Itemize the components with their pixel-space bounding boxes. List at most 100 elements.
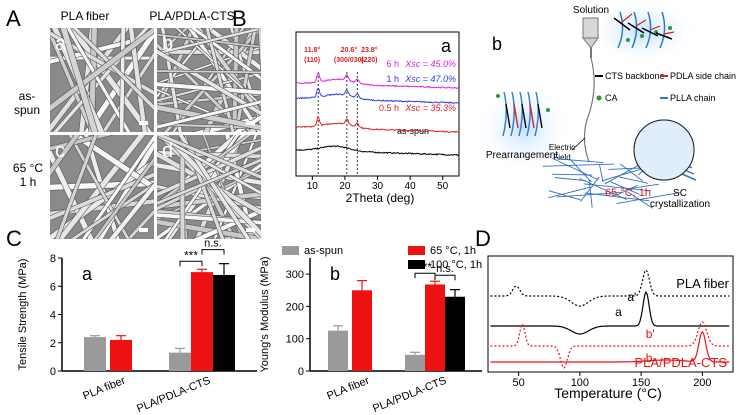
y-tick-label: 2 (50, 338, 56, 350)
aligned-chain (529, 103, 535, 129)
bar-100-c-1h (213, 274, 235, 371)
x-tick-label: PLA fiber (81, 375, 127, 403)
fiber (50, 180, 154, 191)
xrd-xsc-label: Xsc = 47.0% (404, 74, 456, 84)
x-tick-label: PLA/PDLA-CTS (135, 375, 212, 415)
bar-as-spun (405, 354, 425, 371)
plla-chain (631, 11, 638, 49)
bar-65-c-1h (352, 290, 372, 371)
xrd-sub-label: a (441, 36, 452, 56)
dsc-curve-label: a (615, 305, 622, 319)
fiber (53, 28, 149, 132)
panel-letter-B: B (232, 6, 247, 31)
xrd-series-label: 1 h (386, 74, 399, 84)
xrd-tick-label: 40 (405, 181, 417, 192)
mat-fiber (556, 158, 604, 164)
bar-as-spun (169, 352, 191, 371)
y-tick-label: 100 (286, 334, 304, 346)
mat-fiber (548, 190, 581, 201)
xrd-peak-hkl: (220) (361, 57, 377, 64)
xrd-peak-hkl: (110) (304, 57, 320, 64)
dsc-group-label-pla: PLA fiber (676, 276, 729, 291)
legend-pdla: PDLA side chain (670, 71, 736, 81)
fiber (157, 219, 261, 239)
y-tick-label: 4 (50, 310, 56, 322)
xrd-series-label: 6 h (386, 59, 399, 69)
xrd-tick-label: 50 (437, 181, 449, 192)
sem-image-a: a (50, 28, 154, 132)
fiber (157, 145, 261, 197)
mat-fiber (580, 176, 600, 202)
sc-label-1: SC (673, 188, 687, 199)
y-tick-label: 200 (286, 301, 304, 313)
ca-dot (626, 38, 630, 42)
fiber (194, 115, 261, 132)
fiber (232, 28, 239, 132)
scale-bar (139, 121, 148, 125)
xrd-frame (295, 31, 460, 177)
bar-as-spun (84, 337, 106, 371)
dsc-tick-label: 150 (632, 377, 650, 389)
fiber (157, 82, 261, 95)
fiber (81, 135, 154, 239)
mat-fiber (627, 183, 659, 190)
xrd-series-label: as-spun (397, 126, 429, 136)
xrd-tick-label: 20 (339, 181, 351, 192)
xrd-curve-6-h (295, 72, 459, 90)
sem-image-d: d (157, 135, 261, 239)
y-tick-label: 6 (50, 281, 56, 293)
prearrangement-label: Prearrangement (486, 150, 558, 161)
ca-dot (546, 108, 550, 112)
sig-bracket (201, 249, 225, 255)
xrd-curve-0.5-h (295, 115, 460, 134)
plla-chain (502, 91, 507, 137)
panel-letter-A: A (6, 6, 21, 31)
y-axis-label: Tensile Strength (MPa) (17, 259, 29, 371)
sc-zoom-circle (633, 119, 695, 181)
plla-chain (518, 91, 523, 137)
cts-backbone (641, 27, 659, 37)
mat-fiber (570, 159, 592, 183)
xrd-curve-as-spun (295, 145, 460, 156)
legend-swatch (282, 246, 299, 255)
solution-glow (584, 0, 700, 66)
ca-dot (640, 34, 644, 38)
mechanics-panel: as-spun 65 °C, 1h 100 °C, 1h 0 2 4 6 8 Tensile … (17, 238, 482, 415)
fiber (157, 92, 261, 106)
mat-fiber (610, 181, 640, 195)
prearrangement-glow (476, 80, 572, 176)
ca-dot (668, 26, 672, 30)
fiber (50, 135, 80, 176)
xrd-xsc-label: Xsc = 35.3% (404, 103, 456, 113)
fiber (157, 104, 261, 131)
legend-swatch (408, 260, 425, 269)
sem-fibers (50, 28, 154, 132)
fiber (202, 135, 244, 239)
fiber (163, 28, 261, 132)
bar-as-spun (328, 330, 348, 371)
y-tick-label: 0 (50, 366, 56, 378)
fiber (157, 49, 261, 55)
mat-fiber (618, 176, 649, 184)
cts-backbone (613, 17, 631, 31)
fiber (50, 28, 154, 112)
fiber (178, 135, 251, 239)
fiber (66, 28, 131, 132)
panel-letter-D: D (475, 226, 491, 251)
dsc-tick-label: 200 (693, 377, 711, 389)
fiber (50, 135, 112, 151)
dsc-curve-b-prime (490, 321, 730, 369)
fiber (258, 28, 261, 71)
ca-dot (496, 94, 500, 98)
bar-chart-tensile: 0 2 4 6 8 Tensile Strength (MPa) a PLA fiber PLA… (17, 238, 257, 415)
scale-bar (246, 121, 255, 125)
scheme-legend: CTS backbone PDLA side chain CA PLLA cha… (595, 71, 736, 103)
fiber (157, 123, 261, 129)
fiber (50, 31, 154, 95)
bar-65-c-1h (425, 284, 445, 371)
fiber (157, 33, 261, 48)
fiber (157, 70, 261, 74)
dsc-tick-label: 50 (513, 377, 525, 389)
dsc-curve-label: b (646, 351, 653, 365)
sig-label: *** (418, 260, 432, 274)
